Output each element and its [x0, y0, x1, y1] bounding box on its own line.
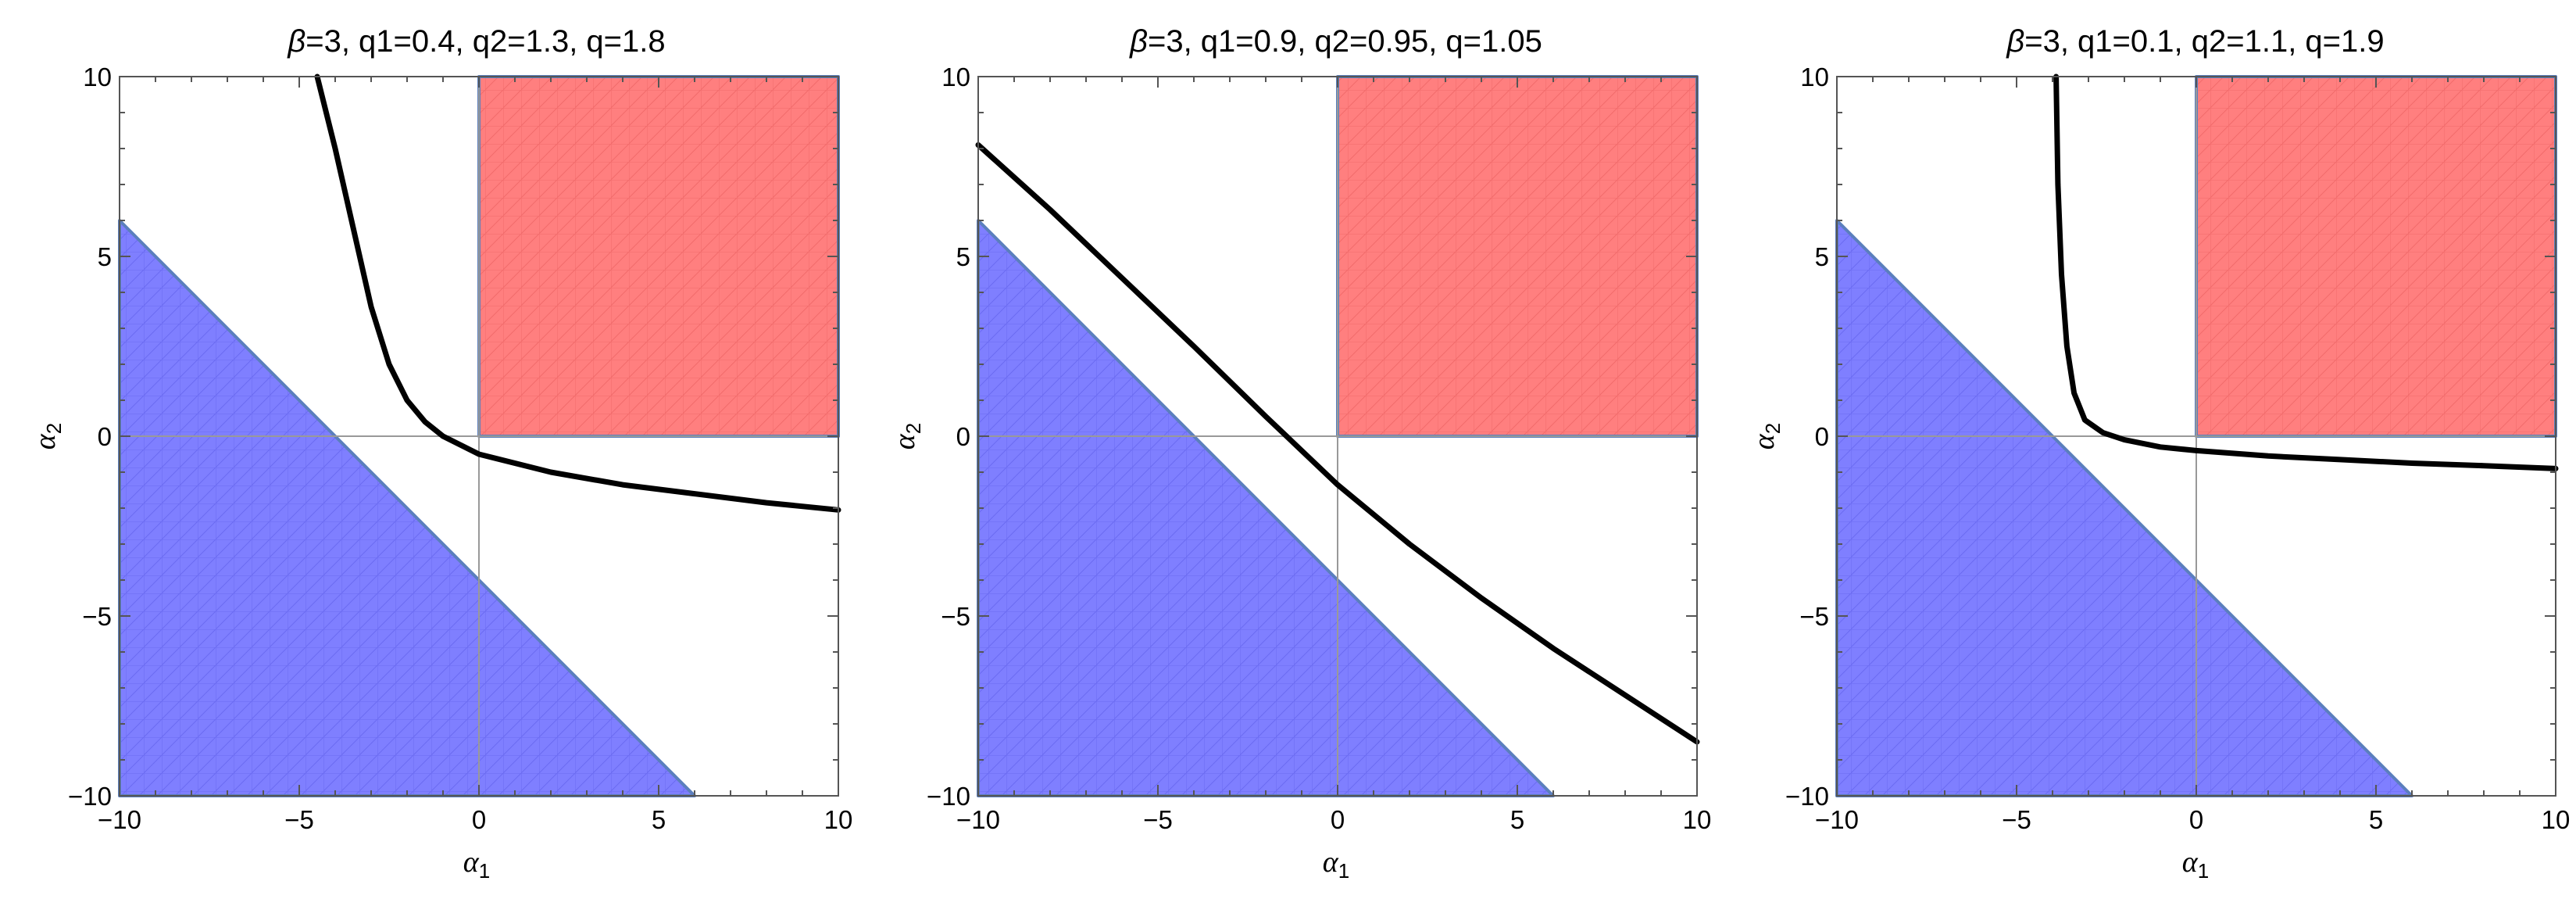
y-tick-label: 5 — [1815, 242, 1829, 271]
chart-panel-2: β=3, q1=0.9, q2=0.95, q=1.05 −10 −5 0 5 … — [888, 24, 1711, 883]
curve-layer — [975, 141, 1700, 745]
y-tick-labels: −10 −5 0 5 10 — [927, 63, 970, 811]
curve-layer — [314, 73, 841, 513]
axes-layer — [978, 77, 1697, 796]
y-tick-label: −5 — [941, 602, 970, 631]
chart-title: β=3, q1=0.9, q2=0.95, q=1.05 — [1129, 24, 1542, 59]
x-axis-label: α1 — [463, 846, 490, 883]
y-tick-label: 0 — [956, 422, 970, 451]
x-tick-label: −10 — [1815, 805, 1859, 834]
x-tick-labels: −10 −5 0 5 10 — [1815, 805, 2570, 834]
boundary-curve — [2053, 73, 2559, 471]
x-tick-labels: −10 −5 0 5 10 — [956, 805, 1711, 834]
x-tick-label: 10 — [824, 805, 853, 834]
region-layer — [118, 75, 840, 797]
x-axis-label: α1 — [1323, 846, 1349, 883]
boundary-curve — [975, 141, 1700, 745]
y-tick-label: −10 — [68, 782, 112, 811]
frame-layer — [119, 76, 839, 797]
y-tick-label: −5 — [1799, 602, 1829, 631]
x-axis-label: α1 — [2182, 846, 2209, 883]
chart-title: β=3, q1=0.4, q2=1.3, q=1.8 — [287, 24, 665, 59]
x-tick-label: 0 — [1331, 805, 1345, 834]
frame-layer — [1836, 76, 2556, 797]
y-tick-label: 5 — [98, 242, 112, 271]
y-tick-label: −5 — [82, 602, 112, 631]
axes-layer — [120, 77, 838, 796]
x-tick-label: 10 — [1683, 805, 1712, 834]
curve-layer — [2053, 73, 2559, 471]
x-tick-labels: −10 −5 0 5 10 — [98, 805, 852, 834]
y-axis-label: α2 — [29, 423, 66, 450]
region-layer — [977, 75, 1699, 797]
x-tick-label: 0 — [472, 805, 486, 834]
red-region-mesh — [479, 77, 838, 436]
y-tick-label: −10 — [927, 782, 970, 811]
y-tick-labels: −10 −5 0 5 10 — [68, 63, 112, 811]
x-tick-label: 5 — [2369, 805, 2383, 834]
x-tick-label: 5 — [652, 805, 666, 834]
x-tick-label: −5 — [2002, 805, 2031, 834]
y-tick-label: 0 — [98, 422, 112, 451]
x-tick-label: 5 — [1510, 805, 1524, 834]
y-tick-labels: −10 −5 0 5 10 — [1785, 63, 1829, 811]
chart-panel-1: β=3, q1=0.4, q2=1.3, q=1.8 −10 −5 0 5 10… — [29, 24, 852, 883]
x-tick-label: 0 — [2189, 805, 2203, 834]
y-tick-label: 5 — [956, 242, 970, 271]
y-tick-label: 10 — [941, 63, 970, 91]
x-tick-label: −10 — [98, 805, 141, 834]
x-tick-label: −5 — [1143, 805, 1173, 834]
boundary-curve — [314, 73, 841, 513]
y-tick-label: −10 — [1785, 782, 1829, 811]
frame-layer — [977, 76, 1698, 797]
axes-layer — [1837, 77, 2556, 796]
region-layer — [1835, 75, 2557, 797]
y-axis-label: α2 — [888, 423, 925, 450]
red-region-mesh — [1338, 77, 1697, 436]
chart-title: β=3, q1=0.1, q2=1.1, q=1.9 — [2006, 24, 2384, 59]
chart-panel-3: β=3, q1=0.1, q2=1.1, q=1.9 −10 −5 0 5 10… — [1748, 24, 2570, 883]
y-tick-label: 0 — [1815, 422, 1829, 451]
x-tick-label: −5 — [284, 805, 314, 834]
y-axis-label: α2 — [1748, 423, 1785, 450]
y-tick-label: 10 — [1800, 63, 1829, 91]
x-tick-label: −10 — [956, 805, 1000, 834]
x-tick-label: 10 — [2542, 805, 2571, 834]
y-tick-label: 10 — [83, 63, 112, 91]
red-region-mesh — [2196, 77, 2556, 436]
